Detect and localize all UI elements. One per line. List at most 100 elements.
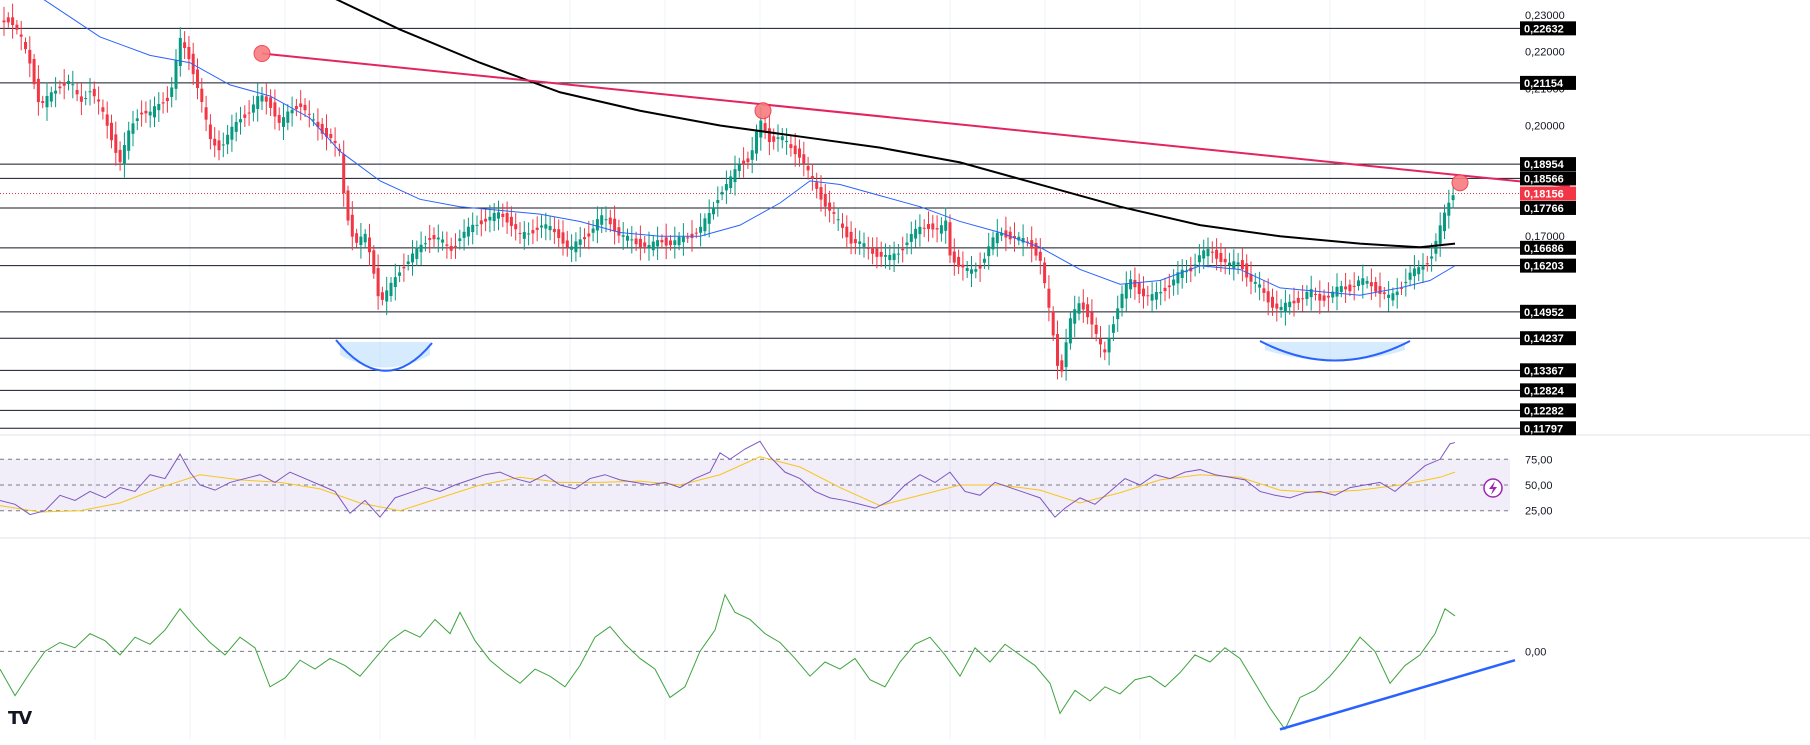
level-tag: [1520, 383, 1576, 398]
candle-body: [213, 138, 217, 146]
candle-body: [729, 176, 733, 189]
candle-body: [927, 224, 930, 229]
candle: [1408, 266, 1412, 287]
candle: [699, 213, 703, 247]
candle: [785, 128, 789, 155]
candle-body: [1395, 291, 1399, 296]
alert-flash-icon[interactable]: [1483, 478, 1503, 498]
candle: [1305, 285, 1309, 306]
level-tag: [1520, 304, 1576, 319]
candle: [707, 199, 711, 238]
candle: [789, 135, 793, 157]
candle: [290, 96, 294, 127]
candle: [385, 276, 389, 316]
candle-body: [208, 124, 212, 140]
candle: [712, 201, 715, 220]
candle-body: [389, 282, 393, 296]
candle: [1425, 255, 1429, 272]
candle-body: [931, 223, 935, 230]
candle-body: [600, 215, 604, 225]
candle: [1369, 268, 1373, 300]
candle: [724, 170, 728, 204]
candle-body: [140, 112, 144, 115]
candle: [810, 163, 814, 191]
candle-body: [1150, 294, 1154, 301]
candle-body: [1288, 301, 1292, 308]
candle-body: [866, 247, 870, 249]
candle: [604, 206, 608, 233]
candle-body: [256, 96, 260, 109]
candle: [1262, 279, 1266, 302]
candle-body: [1344, 286, 1348, 290]
candle: [733, 155, 737, 196]
candle: [1111, 316, 1115, 341]
candle: [965, 261, 969, 278]
candle-body: [909, 233, 913, 242]
level-tag-label: 0,11797: [1524, 423, 1563, 435]
candle: [1288, 294, 1292, 315]
candle-body: [484, 218, 488, 222]
candle: [1043, 257, 1047, 289]
candle-body: [264, 96, 268, 102]
level-tag: [1520, 258, 1576, 273]
candle-body: [703, 218, 707, 232]
price-trendline[interactable]: [253, 45, 1571, 192]
candle-body: [1193, 264, 1197, 266]
candle: [221, 132, 225, 158]
candle: [849, 221, 853, 255]
candle: [153, 96, 156, 128]
price-tick-label: 0,17000: [1525, 231, 1565, 243]
candle-body: [449, 245, 453, 251]
rsi-pane[interactable]: 75,00 50,00 25,00: [0, 440, 1553, 518]
candle: [277, 107, 281, 131]
candle-body: [217, 140, 221, 151]
candle: [1266, 278, 1270, 316]
candle-body: [393, 277, 397, 288]
candle-body: [978, 265, 982, 269]
candle-body: [1318, 293, 1322, 301]
candle: [1331, 286, 1335, 304]
candle: [1167, 273, 1171, 299]
candle: [1387, 281, 1391, 312]
candle: [122, 132, 126, 178]
candle-body: [1352, 285, 1356, 287]
price-axis[interactable]: 0,230000,220000,210000,200000,170000,226…: [1520, 10, 1576, 436]
candle: [15, 20, 19, 35]
candle-body: [1021, 237, 1025, 243]
candle: [1124, 271, 1128, 312]
candle-body: [41, 101, 45, 103]
candle-body: [6, 17, 10, 23]
candle: [767, 115, 771, 156]
candle-body: [243, 114, 247, 118]
candle-body: [466, 226, 470, 237]
candle-body: [239, 119, 242, 123]
candle-body: [535, 227, 539, 230]
price-pane[interactable]: [0, 0, 1571, 429]
candle-body: [1000, 233, 1004, 236]
candle: [208, 114, 212, 150]
candle: [978, 252, 982, 282]
candle: [1154, 282, 1158, 310]
candle: [191, 42, 195, 86]
candle-body: [1077, 303, 1081, 314]
candle-body: [105, 114, 109, 126]
candle: [1301, 284, 1305, 312]
touch-point: [754, 102, 772, 120]
candle: [905, 233, 909, 255]
candle: [527, 222, 531, 246]
candle: [608, 209, 612, 233]
candle-body: [656, 240, 660, 247]
candle: [333, 127, 337, 157]
candle: [1008, 226, 1012, 245]
bowl-fill-left: [340, 342, 430, 368]
candle: [1378, 272, 1382, 308]
momentum-pane[interactable]: 0,00: [0, 593, 1546, 731]
candle-body: [428, 238, 432, 240]
candle: [544, 212, 548, 241]
trendline: [261, 52, 1571, 188]
touch-point: [1451, 174, 1469, 192]
candle-body: [1348, 284, 1352, 292]
candle-body: [458, 238, 462, 242]
candle-body: [858, 241, 862, 244]
